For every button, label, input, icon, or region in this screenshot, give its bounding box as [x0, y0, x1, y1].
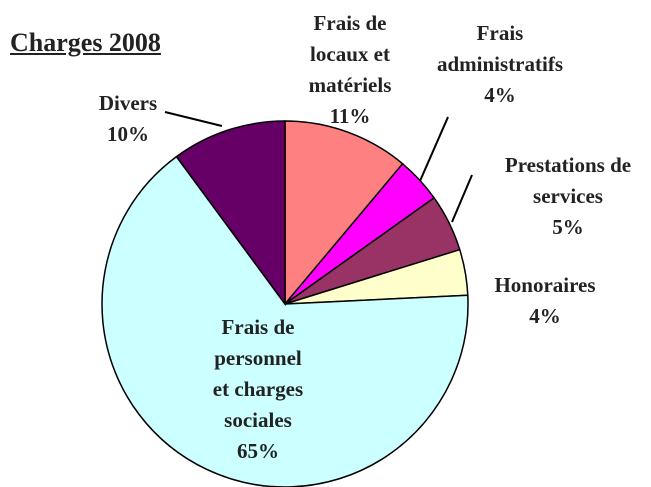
slice-value: 11% [329, 104, 371, 128]
slice-label: Frais de locaux et matériels 11% [295, 8, 405, 132]
slice-value: 10% [107, 122, 149, 146]
slice-name: Honoraires [494, 273, 596, 297]
chart-title: Charges 2008 [10, 28, 161, 57]
pie-slice [101, 155, 469, 487]
slice-label: Prestations de services 5% [486, 150, 651, 243]
slice-label: Frais administratifs 4% [425, 18, 575, 111]
slice-name: Frais de locaux et matériels [308, 11, 392, 97]
slice-label: Honoraires 4% [470, 270, 620, 332]
leader-line [419, 116, 449, 182]
slice-value: 65% [237, 439, 279, 463]
slice-name: Frais administratifs [437, 21, 563, 76]
pie-slice [284, 120, 404, 307]
slice-name: Frais de personnel et charges sociales [212, 315, 304, 432]
slice-value: 4% [484, 83, 516, 107]
leader-line [164, 111, 223, 127]
slice-value: 5% [552, 215, 584, 239]
slice-name: Prestations de services [504, 153, 632, 208]
slice-label: Frais de personnel et charges sociales 65… [204, 312, 312, 467]
slice-value: 4% [529, 304, 561, 328]
pie-slice [175, 120, 286, 307]
slice-name: Divers [98, 91, 158, 115]
slice-label: Divers 10% [73, 88, 183, 150]
leader-line [451, 174, 473, 223]
